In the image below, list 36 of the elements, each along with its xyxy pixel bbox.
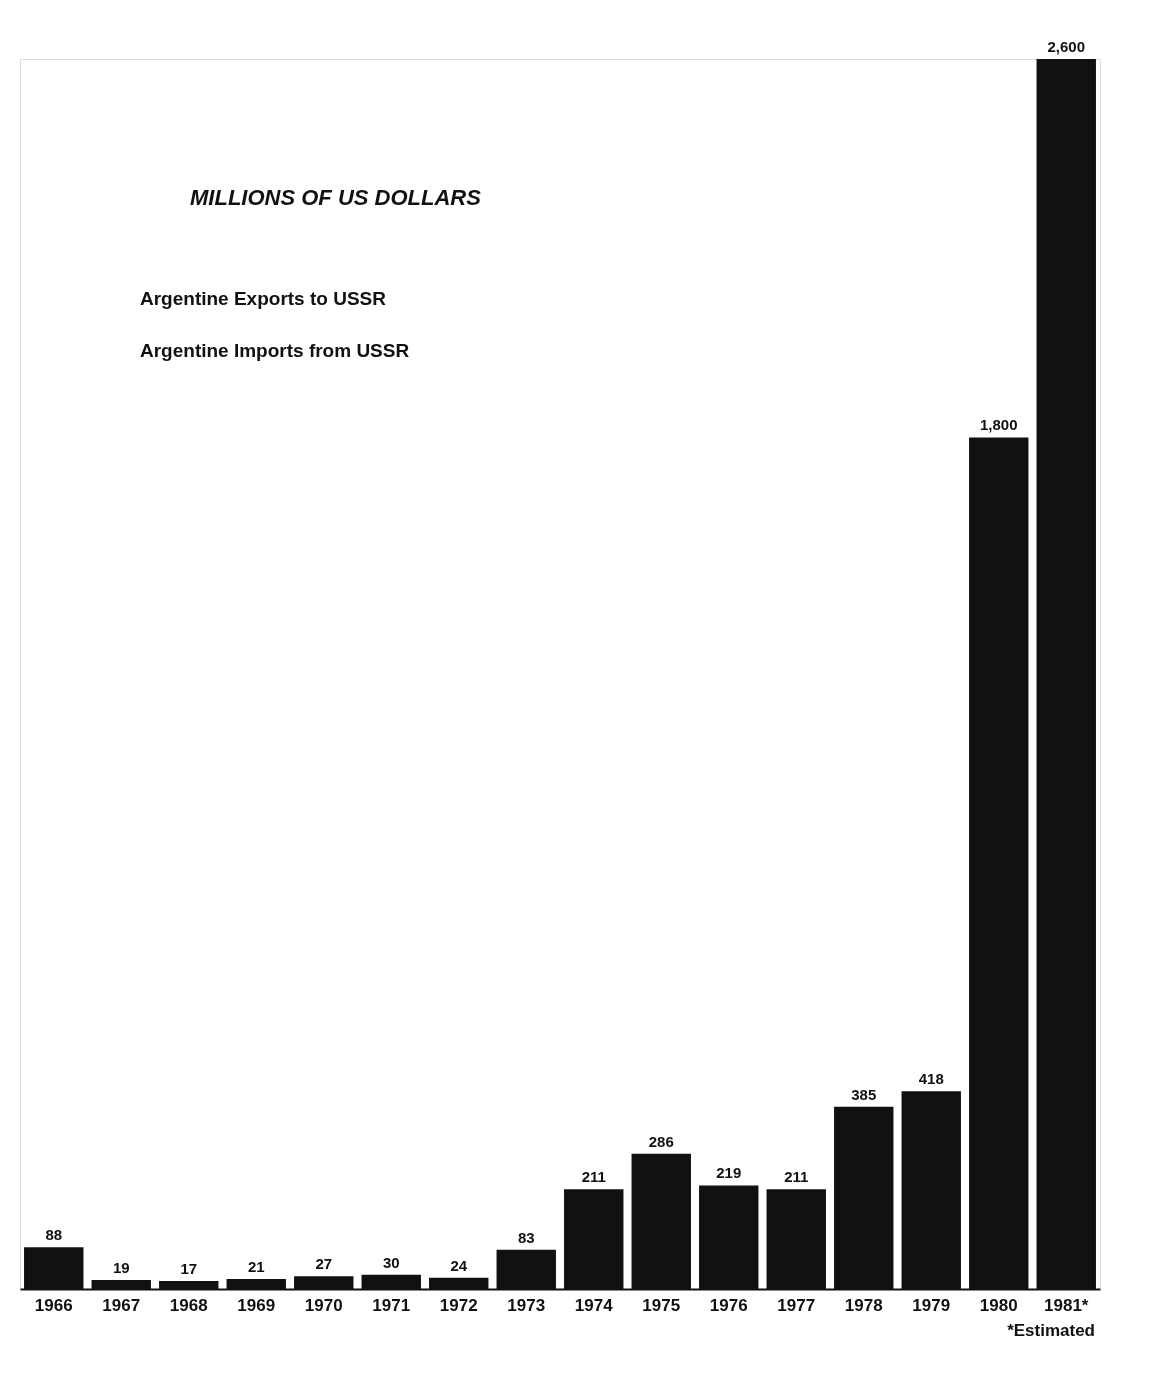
x-tick-label: 1967: [102, 1295, 141, 1315]
x-tick-label: 1969: [237, 1295, 276, 1315]
text: *Estimated: [1007, 1321, 1095, 1340]
data-label: 24: [450, 1256, 468, 1274]
data-label: 17: [180, 1259, 198, 1277]
x-tick-label: 1976: [709, 1295, 748, 1315]
data-label: 219: [716, 1164, 742, 1182]
x-tick-label: 1981*: [1044, 1295, 1089, 1315]
data-label: 211: [581, 1168, 606, 1186]
data-label: 418: [918, 1070, 944, 1088]
text: MILLIONS OF US DOLLARS: [190, 185, 482, 210]
data-label: 21: [247, 1258, 265, 1276]
x-tick-label: 1980: [979, 1295, 1018, 1315]
x-tick-label: 1974: [574, 1295, 614, 1315]
x-tick-label: 1977: [777, 1295, 816, 1315]
x-tick-label: 1972: [439, 1295, 478, 1315]
data-label: 2,600: [1047, 38, 1086, 55]
x-tick-label: 1971: [372, 1295, 411, 1315]
data-label: 27: [315, 1255, 333, 1273]
x-tick-label: 1973: [507, 1295, 546, 1315]
data-label: 286: [648, 1132, 674, 1150]
data-label: 211: [784, 1168, 809, 1186]
x-tick-label: 1968: [169, 1295, 208, 1315]
x-tick-label: 1978: [844, 1295, 883, 1315]
data-label: 19: [112, 1259, 130, 1277]
annotation: Argentine Imports from USSR: [140, 340, 410, 361]
x-tick-label: 1979: [912, 1295, 951, 1315]
data-label: 385: [851, 1085, 877, 1103]
x-tick-label: 1975: [642, 1295, 681, 1315]
data-label: 1,800: [979, 416, 1018, 434]
data-label: 30: [382, 1253, 400, 1271]
data-label: 88: [45, 1226, 63, 1244]
data-label: 83: [517, 1228, 535, 1246]
x-tick-label: 1970: [304, 1295, 343, 1315]
x-tick-label: 1966: [34, 1295, 73, 1315]
annotation: Argentine Exports to USSR: [140, 288, 387, 309]
